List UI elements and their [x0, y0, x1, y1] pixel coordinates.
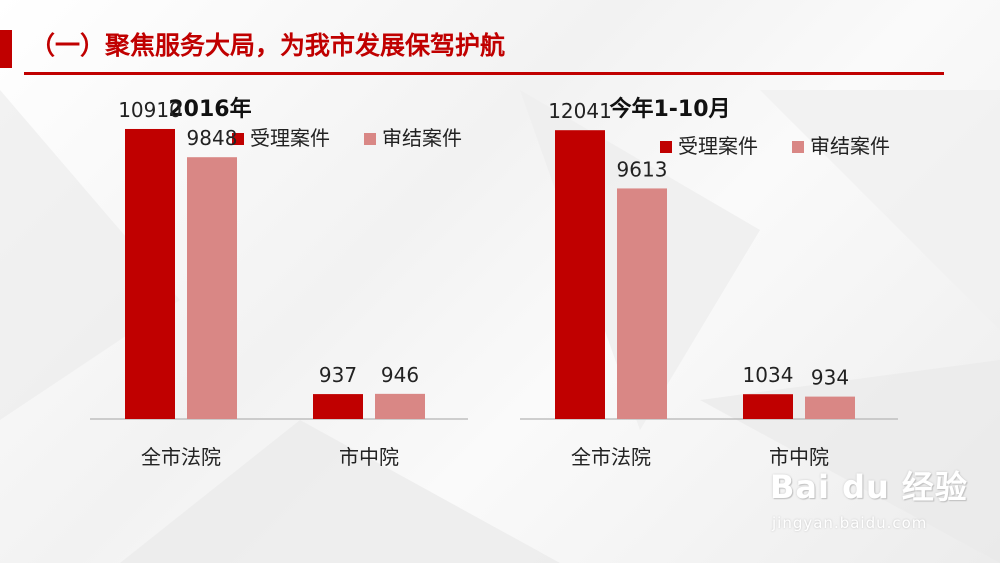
- legend-swatch: [660, 141, 672, 153]
- chart-2016: 2016年受理案件 审结案件 10910 9848 全市法院 937 946 市中院: [70, 80, 490, 480]
- category-label: 市中院: [769, 445, 829, 469]
- data-label: 946: [381, 363, 419, 387]
- bar: [617, 188, 667, 419]
- data-label: 937: [319, 363, 357, 387]
- title-accent-bar: [0, 30, 12, 68]
- bar: [375, 393, 425, 419]
- page-title: （一）聚焦服务大局，为我市发展保驾护航: [30, 31, 506, 60]
- legend-label: 审结案件: [810, 134, 890, 158]
- category-label: 全市法院: [571, 445, 651, 469]
- legend-label: 审结案件: [382, 126, 462, 150]
- data-label: 10910: [118, 98, 182, 122]
- data-label: 12041: [548, 99, 612, 123]
- data-label: 9613: [617, 157, 668, 181]
- legend-label: 受理案件: [250, 126, 330, 150]
- data-label: 934: [811, 366, 849, 390]
- data-label: 9848: [187, 126, 238, 150]
- bar: [555, 130, 605, 419]
- bar: [125, 128, 175, 419]
- legend-swatch: [232, 133, 244, 145]
- watermark-url: jingyan.baidu.com: [772, 514, 928, 532]
- bar: [743, 394, 793, 419]
- legend-label: 受理案件: [678, 134, 758, 158]
- title-underline: [24, 72, 944, 75]
- bar: [187, 157, 237, 419]
- data-label: 1034: [743, 363, 794, 387]
- chart-title: 2016年: [168, 96, 251, 122]
- category-label: 市中院: [339, 445, 399, 469]
- watermark-brand: Bai du 经验: [770, 468, 968, 506]
- legend-swatch: [792, 141, 804, 153]
- legend-swatch: [364, 133, 376, 145]
- baidu-jingyan-watermark: Bai du 经验 jingyan.baidu.com: [770, 462, 970, 552]
- chart-title: 今年1-10月: [609, 96, 730, 122]
- chart-jan-oct: 今年1-10月受理案件 审结案件 12041 9613 全市法院 1034 934 市中院: [500, 80, 920, 480]
- category-label: 全市法院: [141, 445, 221, 469]
- bar: [805, 396, 855, 419]
- bar: [313, 394, 363, 419]
